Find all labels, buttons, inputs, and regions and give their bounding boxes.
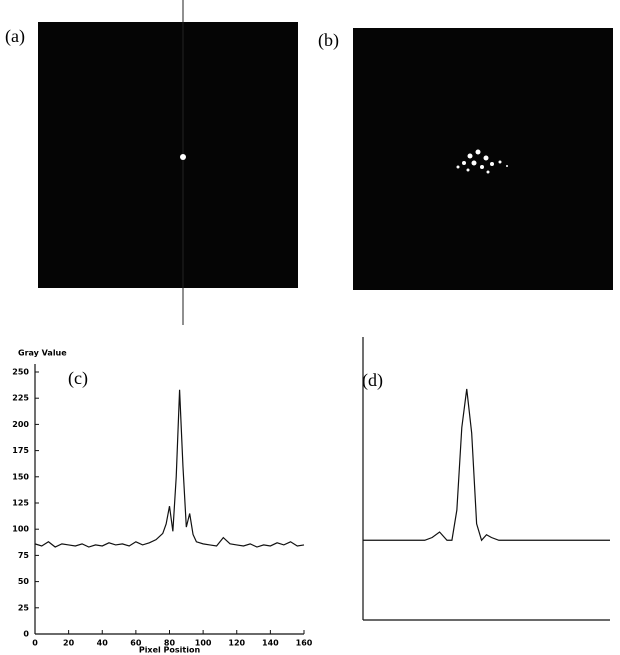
y-tick-label: 0 [23, 630, 29, 639]
y-tick-label: 100 [12, 525, 29, 534]
y-tick-label: 225 [12, 394, 29, 403]
speckle [456, 149, 508, 174]
image-a [38, 22, 298, 288]
y-tick-label: 250 [12, 368, 29, 377]
x-tick-label: 140 [262, 639, 279, 648]
x-tick-label: 0 [32, 639, 38, 648]
x-tick-label: 100 [195, 639, 212, 648]
y-tick-label: 200 [12, 420, 29, 429]
panel-label: (b) [318, 30, 339, 51]
image-b [353, 28, 613, 290]
x-tick-label: 120 [228, 639, 245, 648]
data-line [34, 389, 305, 548]
y-tick-label: 50 [18, 577, 30, 586]
y-tick-label: 175 [12, 446, 29, 455]
x-tick-label: 20 [63, 639, 75, 648]
panel-label: (d) [362, 370, 383, 391]
spot [180, 154, 186, 160]
panel-label: (c) [68, 368, 88, 389]
x-tick-label: 40 [97, 639, 109, 648]
y-axis-label: Gray Value [18, 349, 67, 358]
x-tick-label: 160 [296, 639, 313, 648]
x-tick-label: 80 [164, 639, 176, 648]
panel-label: (a) [5, 26, 25, 47]
x-axis-label: Pixel Position [139, 646, 201, 655]
y-tick-label: 75 [18, 551, 30, 560]
y-tick-label: 25 [18, 603, 30, 612]
x-tick-label: 60 [130, 639, 142, 648]
y-tick-label: 150 [12, 472, 29, 481]
y-tick-label: 125 [12, 499, 29, 508]
data-line [363, 388, 610, 542]
